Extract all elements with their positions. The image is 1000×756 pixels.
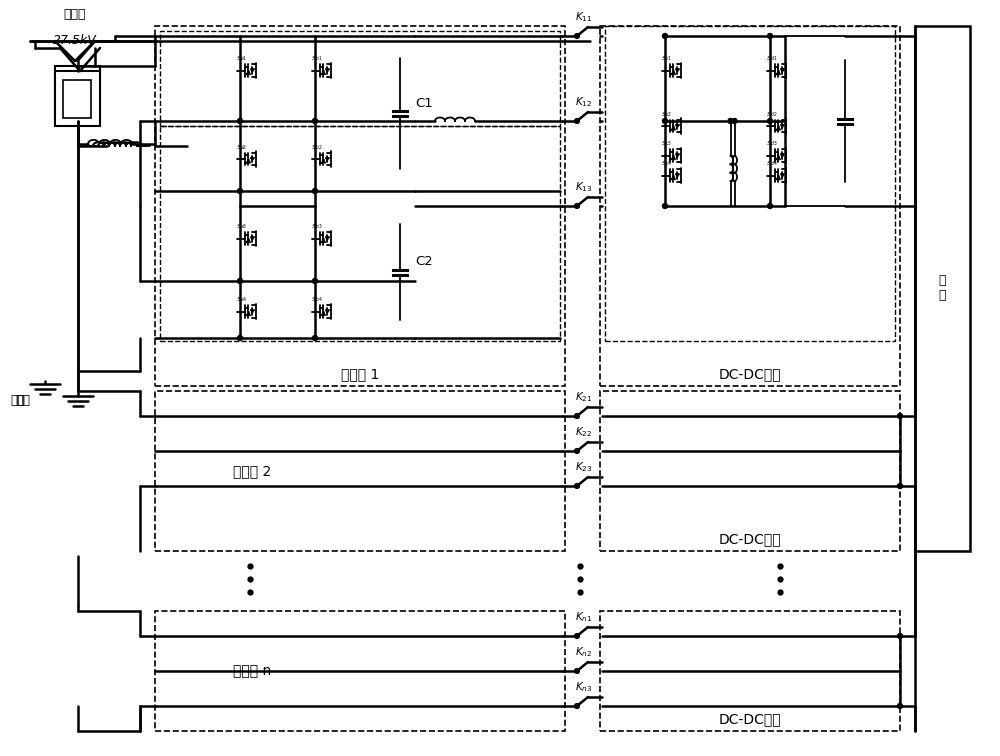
Circle shape	[898, 484, 902, 488]
Circle shape	[662, 203, 668, 209]
Text: $S_{d3}$: $S_{d3}$	[766, 139, 778, 148]
Circle shape	[662, 33, 668, 39]
Text: C2: C2	[415, 256, 433, 268]
Bar	[63, 75, 91, 113]
Circle shape	[898, 414, 902, 419]
Text: $S_{a3}$: $S_{a3}$	[236, 222, 248, 231]
Polygon shape	[781, 154, 784, 156]
Circle shape	[238, 336, 242, 340]
Text: $K_{13}$: $K_{13}$	[575, 180, 592, 194]
Circle shape	[728, 119, 733, 123]
Text: $K_{11}$: $K_{11}$	[575, 10, 592, 24]
Text: $S_{c4}$: $S_{c4}$	[661, 159, 672, 168]
Polygon shape	[781, 125, 784, 127]
Bar	[55, 71, 100, 126]
Text: 钢轨: 钢轨	[10, 395, 25, 407]
Text: $S_{c3}$: $S_{c3}$	[661, 139, 672, 148]
Polygon shape	[326, 158, 329, 160]
Polygon shape	[251, 237, 254, 240]
Polygon shape	[781, 70, 784, 72]
Text: C1: C1	[415, 97, 433, 110]
Circle shape	[768, 203, 772, 209]
Bar	[155, 26, 565, 386]
Text: $S_{c2}$: $S_{c2}$	[661, 110, 672, 119]
Text: $S_{b2}$: $S_{b2}$	[311, 143, 323, 151]
Polygon shape	[676, 125, 679, 127]
Bar	[160, 126, 560, 341]
Bar	[605, 26, 895, 341]
Text: $K_{21}$: $K_{21}$	[575, 390, 592, 404]
Circle shape	[898, 704, 902, 708]
Polygon shape	[251, 70, 254, 72]
Polygon shape	[781, 174, 784, 177]
Text: DC-DC模块: DC-DC模块	[719, 532, 781, 546]
Circle shape	[312, 278, 318, 284]
Bar	[63, 80, 91, 118]
Text: $K_{12}$: $K_{12}$	[575, 95, 592, 109]
Circle shape	[898, 634, 902, 639]
Circle shape	[238, 119, 242, 123]
Text: $S_{b1}$: $S_{b1}$	[311, 54, 323, 63]
Polygon shape	[676, 154, 679, 156]
Circle shape	[312, 188, 318, 194]
Text: 接触网: 接触网	[64, 8, 86, 21]
Polygon shape	[326, 237, 329, 240]
Text: $K_{22}$: $K_{22}$	[575, 425, 592, 439]
Polygon shape	[676, 70, 679, 72]
Text: $S_{a1}$: $S_{a1}$	[236, 54, 248, 63]
Polygon shape	[251, 158, 254, 160]
Bar	[155, 611, 565, 731]
Text: $S_{d4}$: $S_{d4}$	[766, 159, 778, 168]
Text: $S_{b3}$: $S_{b3}$	[311, 222, 323, 231]
Text: 子模块 1: 子模块 1	[341, 367, 379, 381]
Circle shape	[768, 33, 772, 39]
Circle shape	[732, 119, 737, 123]
Bar	[915, 26, 970, 551]
Text: 钢轨: 钢轨	[15, 395, 30, 407]
Text: $S_{d2}$: $S_{d2}$	[766, 110, 778, 119]
Text: $K_{n1}$: $K_{n1}$	[575, 610, 592, 624]
Text: DC-DC模块: DC-DC模块	[719, 367, 781, 381]
Polygon shape	[326, 70, 329, 72]
Text: $S_{d1}$: $S_{d1}$	[766, 54, 778, 63]
Text: 负
荷: 负 荷	[939, 274, 946, 302]
Circle shape	[768, 119, 772, 123]
Text: 27.5kV: 27.5kV	[53, 34, 97, 47]
Bar	[600, 391, 900, 551]
Text: 子模块 2: 子模块 2	[233, 464, 272, 478]
Polygon shape	[326, 310, 329, 313]
Text: $K_{23}$: $K_{23}$	[575, 460, 592, 474]
Text: $K_{n3}$: $K_{n3}$	[575, 680, 592, 694]
Text: $S_{b4}$: $S_{b4}$	[311, 295, 323, 304]
Bar	[160, 31, 560, 126]
Circle shape	[312, 336, 318, 340]
Text: $S_{c1}$: $S_{c1}$	[661, 54, 672, 63]
Bar	[55, 66, 100, 121]
Polygon shape	[676, 174, 679, 177]
Text: 子模块 n: 子模块 n	[233, 664, 272, 678]
Circle shape	[312, 119, 318, 123]
Circle shape	[238, 188, 242, 194]
Bar	[155, 391, 565, 551]
Text: $S_{a4}$: $S_{a4}$	[236, 295, 248, 304]
Polygon shape	[251, 310, 254, 313]
Text: $S_{a2}$: $S_{a2}$	[236, 143, 248, 151]
Bar	[600, 26, 900, 386]
Circle shape	[662, 119, 668, 123]
Text: $K_{n2}$: $K_{n2}$	[575, 645, 592, 659]
Bar	[600, 611, 900, 731]
Circle shape	[238, 278, 242, 284]
Text: DC-DC模块: DC-DC模块	[719, 712, 781, 726]
